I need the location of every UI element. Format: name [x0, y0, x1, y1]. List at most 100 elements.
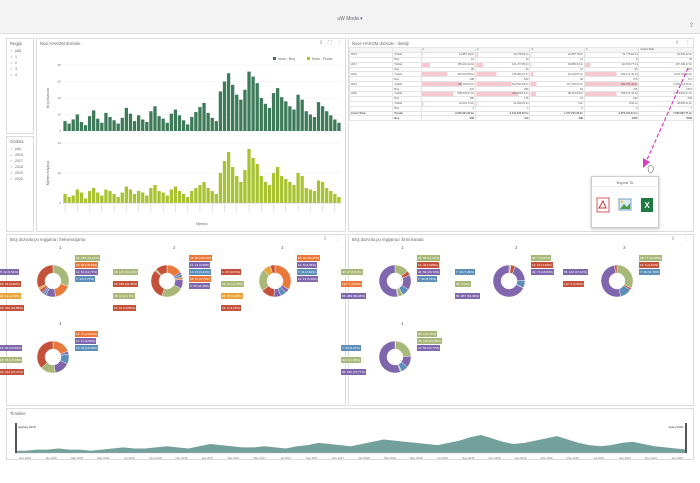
bar-broj[interactable] [120, 117, 124, 131]
legend-swatch[interactable] [307, 57, 310, 60]
bar-broj[interactable] [87, 116, 92, 131]
bar-broj[interactable] [116, 123, 120, 131]
bar-broj[interactable] [104, 112, 108, 131]
donut-slice[interactable] [616, 264, 634, 289]
bar-broj[interactable] [198, 107, 202, 131]
bar-prolaz[interactable] [190, 191, 194, 203]
regija-item[interactable]: ✓ 2 [10, 60, 21, 66]
bar-prolaz[interactable] [79, 192, 84, 204]
excel-icon[interactable]: X [640, 197, 654, 213]
bar-broj[interactable] [243, 89, 247, 131]
legend-swatch[interactable] [273, 57, 276, 60]
bar-broj[interactable] [308, 114, 312, 132]
bar-prolaz[interactable] [149, 188, 153, 203]
bar-prolaz[interactable] [165, 195, 169, 204]
bar-prolaz[interactable] [214, 194, 218, 203]
bar-prolaz[interactable] [169, 189, 173, 204]
bar-broj[interactable] [83, 125, 88, 131]
export-icon[interactable]: ⇪ [675, 40, 680, 46]
godina-item[interactable]: ✓ 2017 [10, 158, 23, 164]
checkbox-icon[interactable]: ✓ [10, 153, 13, 157]
bar-prolaz[interactable] [284, 179, 288, 203]
donut-slice[interactable] [395, 340, 412, 357]
bar-prolaz[interactable] [194, 188, 198, 203]
bar-broj[interactable] [181, 120, 186, 131]
bar-prolaz[interactable] [231, 167, 235, 203]
bar-prolaz[interactable] [120, 192, 124, 204]
bar-prolaz[interactable] [67, 197, 71, 203]
bar-prolaz[interactable] [104, 189, 108, 204]
more-icon[interactable]: ⋮ [683, 236, 688, 242]
donut-slice[interactable] [378, 340, 401, 374]
godina-item[interactable]: ✓ 2019 [10, 170, 23, 176]
donut-chart[interactable] [592, 256, 642, 306]
bar-broj[interactable] [275, 88, 280, 131]
bar-broj[interactable] [132, 121, 137, 131]
bar-prolaz[interactable] [296, 173, 300, 203]
bar-broj[interactable] [210, 117, 214, 131]
godina-item[interactable]: ✓ (All) [10, 146, 23, 152]
bar-prolaz[interactable] [280, 176, 284, 203]
bar-prolaz[interactable] [141, 192, 145, 204]
bar-broj[interactable] [96, 118, 100, 131]
bar-prolaz[interactable] [243, 170, 247, 203]
bar-prolaz[interactable] [259, 176, 263, 203]
donut-slice[interactable] [36, 264, 54, 289]
bar-prolaz[interactable] [71, 195, 75, 204]
bar-broj[interactable] [239, 99, 243, 131]
bar-broj[interactable] [292, 109, 296, 131]
bar-prolaz[interactable] [177, 191, 182, 203]
bar-prolaz[interactable] [251, 158, 255, 203]
bar-prolaz[interactable] [202, 182, 206, 203]
bar-broj[interactable] [337, 122, 341, 131]
checkbox-icon[interactable]: ✓ [10, 171, 13, 175]
bar-prolaz[interactable] [87, 191, 92, 203]
bar-broj[interactable] [325, 111, 329, 131]
bar-broj[interactable] [79, 121, 84, 131]
bar-prolaz[interactable] [333, 194, 337, 203]
bar-prolaz[interactable] [206, 188, 210, 203]
bar-broj[interactable] [149, 111, 153, 131]
bar-broj[interactable] [267, 107, 272, 131]
donut-slice[interactable] [614, 264, 618, 274]
bar-prolaz[interactable] [63, 194, 67, 203]
bar-prolaz[interactable] [145, 195, 149, 204]
bar-broj[interactable] [173, 109, 178, 131]
bar-broj[interactable] [280, 97, 284, 131]
bar-broj[interactable] [177, 115, 182, 131]
checkbox-icon[interactable]: ✓ [10, 177, 13, 181]
bar-broj[interactable] [165, 122, 169, 131]
bar-broj[interactable] [222, 81, 227, 132]
bar-broj[interactable] [136, 115, 141, 131]
bar-broj[interactable] [214, 121, 218, 131]
bar-prolaz[interactable] [271, 173, 276, 203]
timeline-start-handle[interactable] [15, 423, 17, 453]
bar-prolaz[interactable] [263, 182, 268, 203]
bar-prolaz[interactable] [96, 192, 100, 204]
bar-prolaz[interactable] [108, 191, 112, 203]
donut-chart[interactable] [28, 256, 78, 306]
bar-prolaz[interactable] [83, 198, 88, 204]
bar-prolaz[interactable] [325, 188, 329, 203]
bar-prolaz[interactable] [329, 191, 333, 203]
bar-broj[interactable] [251, 76, 255, 131]
bar-broj[interactable] [231, 84, 235, 131]
bar-prolaz[interactable] [112, 194, 116, 203]
bar-broj[interactable] [186, 124, 190, 131]
bar-prolaz[interactable] [186, 197, 190, 203]
chart1-legend[interactable]: Nove - Broj Nove - Prolaz [273, 57, 333, 61]
regija-item[interactable]: ✓ (All) [10, 48, 21, 54]
bar-broj[interactable] [190, 116, 194, 131]
bar-broj[interactable] [100, 122, 104, 131]
pdf-icon[interactable] [596, 197, 610, 213]
bar-prolaz[interactable] [173, 186, 178, 204]
timeline-end-handle[interactable] [685, 423, 687, 453]
bar-broj[interactable] [108, 116, 112, 131]
bar-prolaz[interactable] [316, 180, 321, 204]
bar-broj[interactable] [63, 121, 67, 131]
bar-prolaz[interactable] [157, 191, 161, 203]
bar-prolaz[interactable] [116, 197, 120, 203]
checkbox-icon[interactable]: ✓ [10, 147, 13, 151]
bar-prolaz[interactable] [288, 182, 292, 203]
godina-item[interactable]: ✓ 2020 [10, 176, 23, 182]
